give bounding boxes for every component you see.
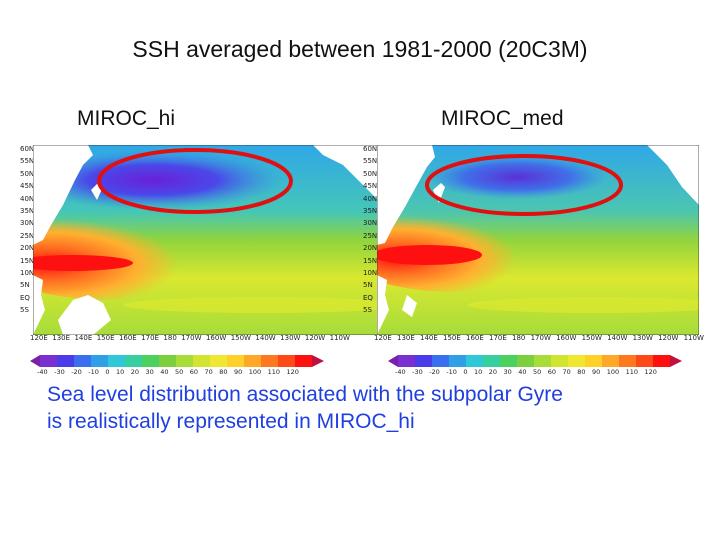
ssh-map-miroc-med — [377, 145, 699, 350]
colorbar-left — [30, 355, 330, 385]
lat-axis-left: 60N 55N 50N 45N 40N 35N 30N 25N 20N 15N 10N 5N E… — [20, 145, 35, 315]
lon-axis-left: 120E 130E 140E 150E 160E 170E 180 170W 160W 15… — [30, 334, 350, 342]
highlight-ellipse-hi — [97, 148, 293, 214]
caption-line-1: Sea level distribution associated with t… — [47, 383, 563, 406]
caption: Sea level distribution associated with t… — [47, 381, 667, 435]
ssh-map-miroc-hi — [33, 145, 378, 350]
colorbar-right — [388, 355, 688, 385]
colorbar-ticks-right: -40 -30 -20 -10 0 10 20 30 40 50 60 70 80 90 100 1… — [395, 368, 657, 376]
panel-label-hi: MIROC_hi — [77, 107, 176, 130]
lat-axis-right: 60N 55N 50N 45N 40N 35N 30N 25N 20N 15N 10N 5N E… — [363, 145, 378, 315]
slide-title: SSH averaged between 1981-2000 (20C3M) — [132, 36, 588, 62]
caption-line-2: is realistically represented in MIROC_hi — [47, 410, 415, 433]
lon-axis-right: 120E 130E 140E 150E 160E 170E 180 170W 160W 15… — [374, 334, 704, 342]
panel-label-med: MIROC_med — [441, 107, 564, 130]
highlight-ellipse-med — [425, 154, 623, 216]
colorbar-ticks-left: -40 -30 -20 -10 0 10 20 30 40 50 60 70 80 90 100 1… — [37, 368, 299, 376]
